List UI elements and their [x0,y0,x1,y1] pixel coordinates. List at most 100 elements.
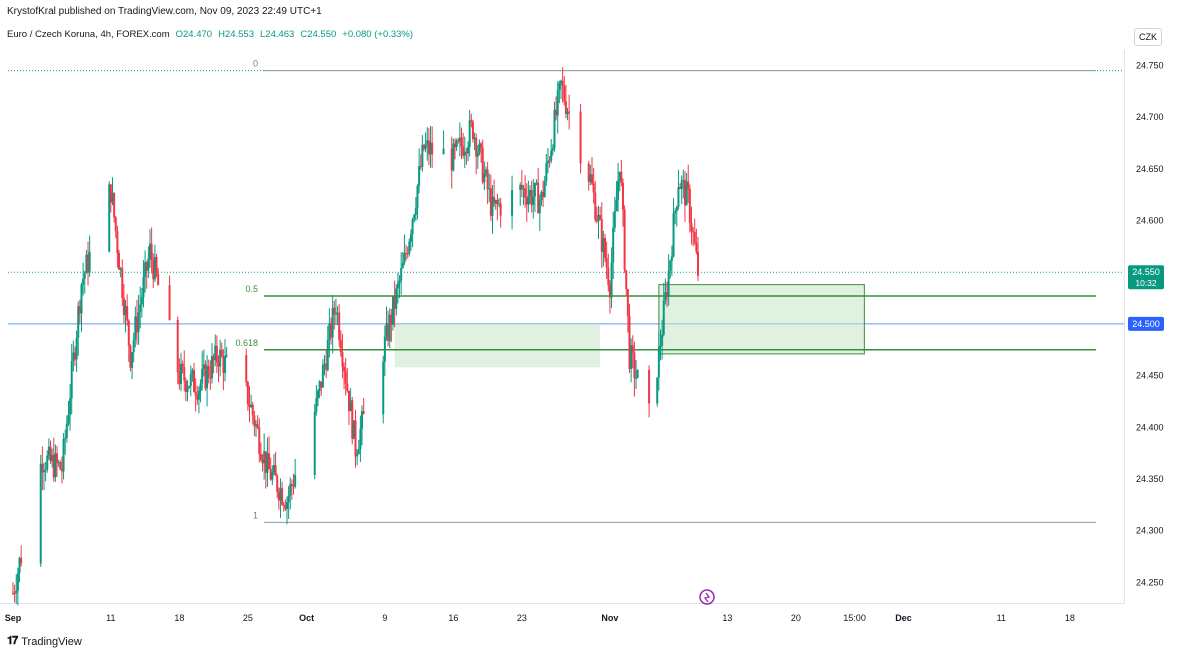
candle-body-311 [690,222,693,232]
candle-body-178 [408,241,411,254]
candle-body-176 [405,252,408,254]
candle-body-57 [140,297,143,305]
candle-body-13 [51,454,54,462]
candle-body-92 [214,345,217,361]
candle-body-224 [499,203,502,216]
candle-body-4 [18,557,21,574]
x-tick-4: Oct [299,613,314,623]
candle-body-143 [333,307,336,315]
candle-body-103 [250,404,253,408]
candle-body-126 [287,495,290,503]
candle-body-230 [525,197,528,205]
candle-body-104 [251,404,254,416]
candle-body-292 [659,345,662,347]
candle-body-182 [414,208,417,216]
candle-body-16 [56,453,59,463]
candle-body-30 [78,306,81,314]
candle-body-277 [618,171,621,181]
candle-body-298 [669,260,672,271]
candle-body-242 [545,163,548,182]
lightning-icon [703,592,711,603]
candle-body-76 [188,386,191,388]
candle-body-7 [41,463,44,473]
high-value: H24.553 [218,29,254,40]
candle-body-168 [392,296,395,325]
candle-body-303 [677,187,680,207]
candle-body-302 [675,206,678,212]
candle-body-130 [294,475,297,487]
candle-body-66 [155,257,158,274]
candle-body-123 [282,504,285,506]
x-tick-3: 25 [243,613,253,623]
candle-body-299 [670,256,673,261]
candle-body-285 [631,345,634,353]
candle-body-38 [109,184,112,203]
candle-body-297 [667,270,670,297]
candle-body-59 [144,262,147,278]
zone-rect-1[interactable] [658,284,865,355]
candle-body-253 [563,85,566,102]
candle-body-252 [561,80,564,86]
candle-body-211 [478,143,481,153]
candle-body-256 [568,111,571,113]
candle-body-146 [338,312,341,341]
candle-body-105 [253,415,256,427]
candle-body-9 [44,469,47,471]
candle-body-51 [131,352,134,368]
candle-body-315 [697,251,699,276]
candle-body-77 [189,374,192,387]
candle-body-156 [354,420,357,457]
candle-body-291 [657,346,660,378]
candle-body-261 [592,183,595,193]
candle-body-293 [661,334,664,346]
candle-body-189 [426,140,429,145]
candle-body-20 [62,439,65,472]
candle-body-274 [613,211,616,228]
candle-body-221 [494,200,497,204]
candle-body-180 [411,219,414,235]
candle-body-84 [201,368,204,384]
candle-body-50 [129,345,132,368]
candle-body-245 [550,150,553,161]
change-value: +0.080 (+0.33%) [342,29,414,40]
candle-body-206 [470,120,473,122]
candle-body-47 [124,306,127,316]
candle-body-164 [385,323,388,337]
candle-body-73 [183,367,186,381]
candle-body-19 [60,469,63,472]
candle-body-267 [602,238,605,252]
candle-body-117 [272,465,275,473]
candle-body-8 [42,470,45,473]
currency-button[interactable]: CZK [1134,28,1162,46]
symbol-name[interactable]: Euro / Czech Koruna, 4h, FOREX.com [7,29,170,40]
candle-body-283 [628,316,631,369]
y-tick-3: 24.600 [1136,216,1164,226]
y-tick-6: 24.450 [1136,371,1164,381]
candle-body-34 [85,254,88,274]
candle-body-254 [564,101,567,115]
candle-body-48 [126,306,129,321]
candle-body-313 [693,232,696,244]
candle-body-106 [255,424,258,427]
candle-body-86 [204,364,207,389]
candle-body-188 [424,144,427,149]
candle-body-186 [421,144,424,168]
candle-body-95 [219,349,222,367]
x-tick-6: 16 [448,613,458,623]
candle-body-17 [57,462,60,464]
x-tick-11: 15:00 [843,613,866,623]
candle-body-187 [423,144,425,149]
candle-body-171 [396,283,399,289]
candle-body-157 [356,454,359,457]
candle-body-65 [153,257,156,280]
idea-marker-icon[interactable] [699,589,715,605]
zone-rect-0[interactable] [394,323,601,368]
low-value: L24.463 [260,29,295,40]
candle-body-214 [483,173,486,183]
candle-body-172 [398,280,401,284]
candle-body-2 [15,590,18,594]
candle-body-83 [199,383,202,391]
candle-body-200 [460,137,463,147]
candle-body-166 [388,314,391,341]
